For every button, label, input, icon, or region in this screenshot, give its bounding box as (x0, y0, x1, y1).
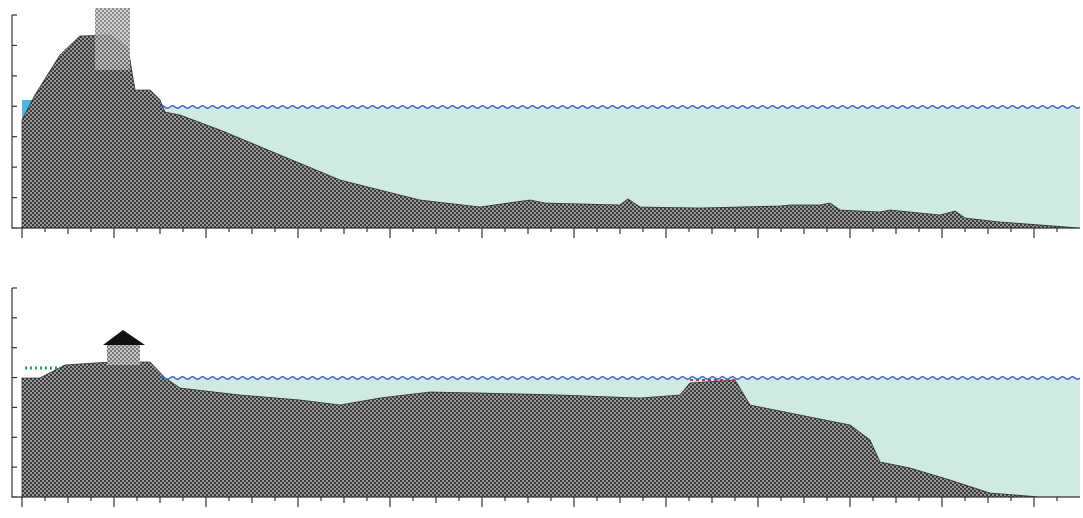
hut (107, 344, 140, 365)
tower (95, 8, 130, 70)
profile-top (12, 8, 1080, 238)
diagram (0, 0, 1083, 518)
hut-roof (103, 330, 145, 345)
profile-bottom (12, 288, 1080, 507)
